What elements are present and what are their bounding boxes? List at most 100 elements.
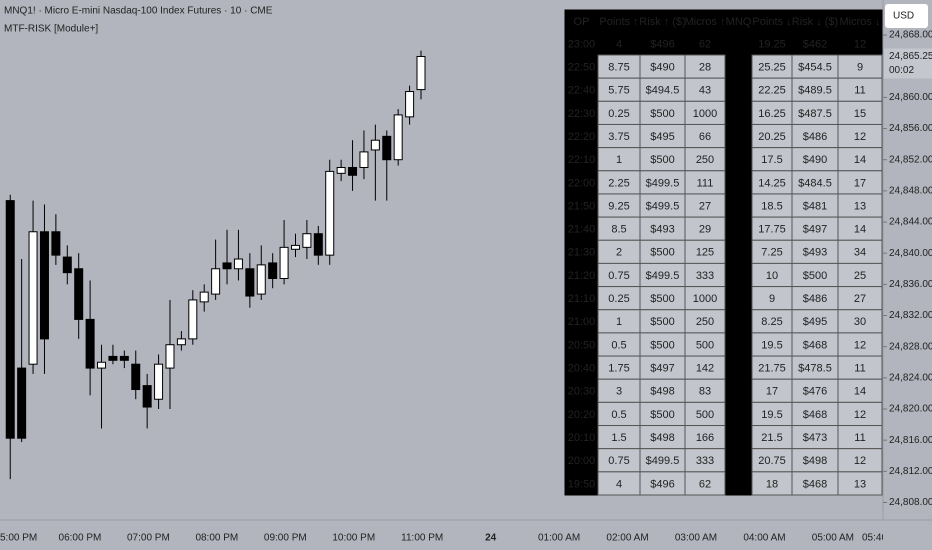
table-cell-text: $496 xyxy=(650,478,674,490)
table-cell xyxy=(724,77,753,102)
table-cell-text: $490 xyxy=(650,61,674,73)
table-cell xyxy=(724,401,753,427)
table-cell-text: $500 xyxy=(650,247,674,259)
table-cell-text: 17 xyxy=(854,177,866,189)
x-tick-label: 05:40 A xyxy=(862,533,896,544)
table-cell-text: 9 xyxy=(857,61,863,73)
candle-body xyxy=(85,318,95,369)
table-cell-text: 29 xyxy=(699,224,711,236)
table-cell xyxy=(724,355,753,380)
y-tick-label: 24,832.00 xyxy=(889,310,932,321)
table-cell-text: $493 xyxy=(650,224,674,236)
last-price-box xyxy=(884,48,932,79)
table-cell-text: MNQ xyxy=(726,16,752,28)
y-tick-label: 24,856.00 xyxy=(889,123,932,134)
table-cell-text: $499.5 xyxy=(646,270,680,282)
axes: 24,868.00 24,860.00 24,856.00 24,852.00 24,8… xyxy=(0,30,932,544)
candle-body xyxy=(5,200,15,439)
table-cell-text: 20:40 xyxy=(568,363,596,375)
y-tick-label: 24,840.00 xyxy=(889,248,932,259)
table-cell-text: 125 xyxy=(696,247,714,259)
table-cell-text: 1 xyxy=(616,316,622,328)
table-cell xyxy=(724,100,753,125)
table-cell-text: OP xyxy=(574,16,590,28)
table-cell-text: 12 xyxy=(854,455,866,467)
table-cell-text: $468 xyxy=(803,478,827,490)
table-cell-text: 8.25 xyxy=(761,316,782,328)
table-cell-text: 20:20 xyxy=(568,409,596,421)
candle-body xyxy=(302,233,312,248)
candle-body xyxy=(74,268,84,320)
candle-body xyxy=(416,55,426,91)
table-cell-text: 17.75 xyxy=(758,224,786,236)
candle-body xyxy=(62,256,72,274)
table-cell-text: $489.5 xyxy=(798,85,832,97)
table-cell-text: 0.25 xyxy=(608,293,629,305)
table-cell-text: $486 xyxy=(803,131,827,143)
table-cell xyxy=(724,378,753,403)
table-cell-text: 0.5 xyxy=(611,339,626,351)
table-cell-text: 2.25 xyxy=(608,177,629,189)
y-tick-label: 24,812.00 xyxy=(889,466,932,477)
table-cell-text: Micros ↓ xyxy=(840,16,881,28)
candles xyxy=(5,50,426,480)
table-cell-text: 20.25 xyxy=(758,131,786,143)
table-cell-text: 22:10 xyxy=(568,154,596,166)
x-tick-label: 01:00 AM xyxy=(538,533,580,544)
table-cell-text: $500 xyxy=(650,154,674,166)
table-cell-text: 250 xyxy=(696,154,714,166)
table-cell-text: 2 xyxy=(616,247,622,259)
table-cell-text: 19.5 xyxy=(761,409,782,421)
candle-body xyxy=(131,363,141,391)
table-cell-text: 1 xyxy=(616,154,622,166)
table-cell-text: 14 xyxy=(854,224,866,236)
table-cell-text: $496 xyxy=(650,38,674,50)
x-tick-label: 10:00 PM xyxy=(332,533,375,544)
table-cell-text: 21.75 xyxy=(758,363,786,375)
candle-body xyxy=(279,246,289,280)
table-cell xyxy=(724,448,753,473)
table-cell-text: 12 xyxy=(854,409,866,421)
table-cell-text: 20:00 xyxy=(568,455,596,467)
table-cell-text: 28 xyxy=(699,61,711,73)
table-cell-text: 111 xyxy=(697,177,714,189)
table-cell xyxy=(724,425,753,450)
candle-body xyxy=(97,361,107,369)
x-tick-label: 09:00 PM xyxy=(264,533,307,544)
y-tick-label: 24,836.00 xyxy=(889,279,932,290)
currency-button[interactable] xyxy=(885,4,928,28)
x-tick-label: 06:00 PM xyxy=(59,533,102,544)
table-cell-text: $500 xyxy=(650,339,674,351)
table-cell-text: 1000 xyxy=(693,108,717,120)
candle-body xyxy=(348,166,358,176)
table-cell-text: $497 xyxy=(650,363,674,375)
table-cell-text: $499.5 xyxy=(646,455,680,467)
table-cell-text: 17 xyxy=(766,386,778,398)
table-cell xyxy=(837,471,883,496)
table-cell-text: $495 xyxy=(803,316,827,328)
table-cell xyxy=(724,262,753,288)
table-cell-text: $484.5 xyxy=(798,177,832,189)
table-cell-text: $468 xyxy=(803,409,827,421)
table-cell-text: 16.25 xyxy=(758,108,786,120)
table-cell-text: Points ↑ xyxy=(599,16,638,28)
y-tick-label: 24,844.00 xyxy=(889,217,932,228)
table-cell-text: 13 xyxy=(854,200,866,212)
table-cell-text: 8.75 xyxy=(608,61,629,73)
table-cell-text: $498 xyxy=(650,432,674,444)
table-cell-text: 10 xyxy=(766,270,778,282)
candle-body xyxy=(51,231,61,256)
table-cell-text: 19.5 xyxy=(761,339,782,351)
table-cell-text: 22:20 xyxy=(568,131,596,143)
table-cell-text: 21:50 xyxy=(568,200,596,212)
table-cell-text: 142 xyxy=(696,363,714,375)
currency-label[interactable]: USD xyxy=(893,11,914,22)
table-cell-text: $462 xyxy=(803,38,827,50)
x-tick-label: 11:00 PM xyxy=(401,533,443,544)
table-cell-text: Risk ↓ ($) xyxy=(792,16,838,28)
table-cell-text: 18 xyxy=(766,478,778,490)
table-cell xyxy=(724,332,753,357)
candle-body xyxy=(108,355,118,361)
table-cell-text: 11 xyxy=(854,85,865,97)
candle-body xyxy=(256,264,266,295)
